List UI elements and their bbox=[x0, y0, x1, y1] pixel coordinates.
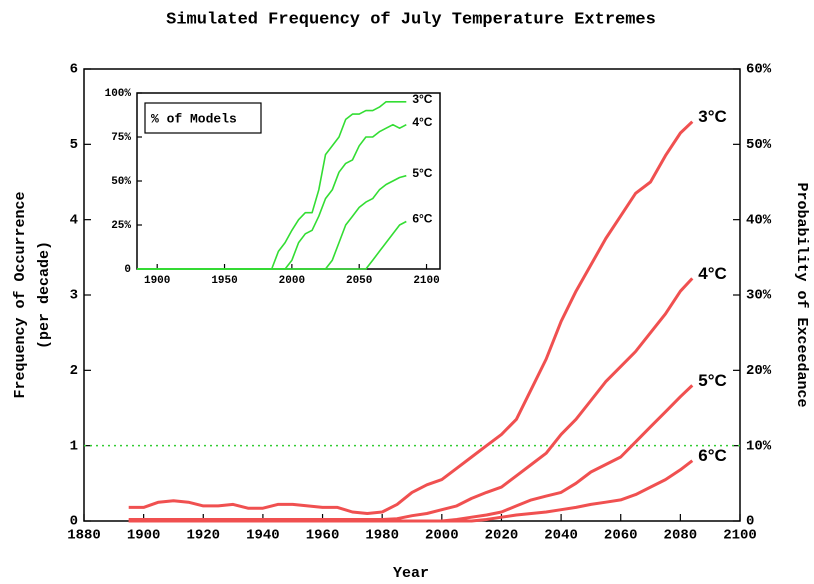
legend-box bbox=[144, 102, 262, 134]
x-tick-label: 2000 bbox=[425, 528, 459, 544]
x-tick-label: 1940 bbox=[246, 528, 280, 544]
x-tick-label: 2040 bbox=[544, 528, 578, 544]
y-tick-label: 50% bbox=[111, 176, 131, 188]
chart-title: Simulated Frequency of July Temperature … bbox=[166, 10, 656, 29]
x-tick-label: 2060 bbox=[604, 528, 638, 544]
series-label: 5°C bbox=[412, 166, 432, 180]
series-label: 6°C bbox=[412, 212, 432, 226]
x-tick-label: 2080 bbox=[664, 528, 698, 544]
x-tick-label: 1920 bbox=[186, 528, 220, 544]
x-tick-label: 1900 bbox=[127, 528, 161, 544]
x-axis-label: Year bbox=[393, 565, 429, 582]
y2-tick-label: 40% bbox=[746, 212, 772, 228]
plot-area bbox=[136, 92, 441, 270]
series-line bbox=[128, 459, 694, 523]
y2-tick-label: 20% bbox=[746, 363, 772, 379]
series-label: 5°C bbox=[698, 371, 727, 390]
x-tick-label: 2050 bbox=[346, 275, 372, 287]
x-tick-label: 2100 bbox=[413, 275, 439, 287]
y2-axis-label: Probability of Exceedance bbox=[793, 182, 810, 407]
series-label: 3°C bbox=[412, 92, 432, 106]
y-tick-label: 0 bbox=[124, 264, 131, 276]
x-tick-label: 1980 bbox=[365, 528, 399, 544]
y2-tick-label: 10% bbox=[746, 438, 772, 454]
x-tick-label: 1880 bbox=[67, 528, 101, 544]
y-tick-label: 4 bbox=[70, 212, 78, 228]
y-tick-label: 5 bbox=[70, 137, 78, 153]
y2-tick-label: 0 bbox=[746, 514, 754, 530]
y-tick-label: 100% bbox=[105, 88, 132, 100]
series-label: 4°C bbox=[412, 115, 432, 129]
y2-tick-label: 50% bbox=[746, 137, 772, 153]
y-tick-label: 0 bbox=[70, 514, 78, 530]
x-tick-label: 1960 bbox=[306, 528, 340, 544]
legend-label: % of Models bbox=[151, 111, 237, 126]
series-line bbox=[137, 123, 407, 270]
y-tick-label: 6 bbox=[70, 62, 78, 78]
y-tick-label: 75% bbox=[111, 132, 131, 144]
series-line bbox=[137, 220, 407, 270]
y-tick-label: 25% bbox=[111, 220, 131, 232]
series-line bbox=[128, 120, 694, 515]
series-label: 6°C bbox=[698, 446, 727, 465]
y-axis-label: (per decade) bbox=[36, 241, 53, 349]
x-tick-label: 1900 bbox=[144, 275, 170, 287]
series-label: 3°C bbox=[698, 107, 727, 126]
series-line bbox=[137, 101, 407, 270]
x-tick-label: 2020 bbox=[485, 528, 519, 544]
y-tick-label: 2 bbox=[70, 363, 78, 379]
y2-tick-label: 30% bbox=[746, 288, 772, 304]
x-tick-label: 1950 bbox=[211, 275, 237, 287]
y-tick-label: 1 bbox=[70, 438, 78, 454]
y-tick-label: 3 bbox=[70, 288, 78, 304]
y2-tick-label: 60% bbox=[746, 62, 772, 78]
x-tick-label: 2000 bbox=[279, 275, 305, 287]
y-axis-label: Frequency of Occurrence bbox=[12, 191, 29, 398]
x-tick-label: 2100 bbox=[723, 528, 757, 544]
series-label: 4°C bbox=[698, 264, 727, 283]
